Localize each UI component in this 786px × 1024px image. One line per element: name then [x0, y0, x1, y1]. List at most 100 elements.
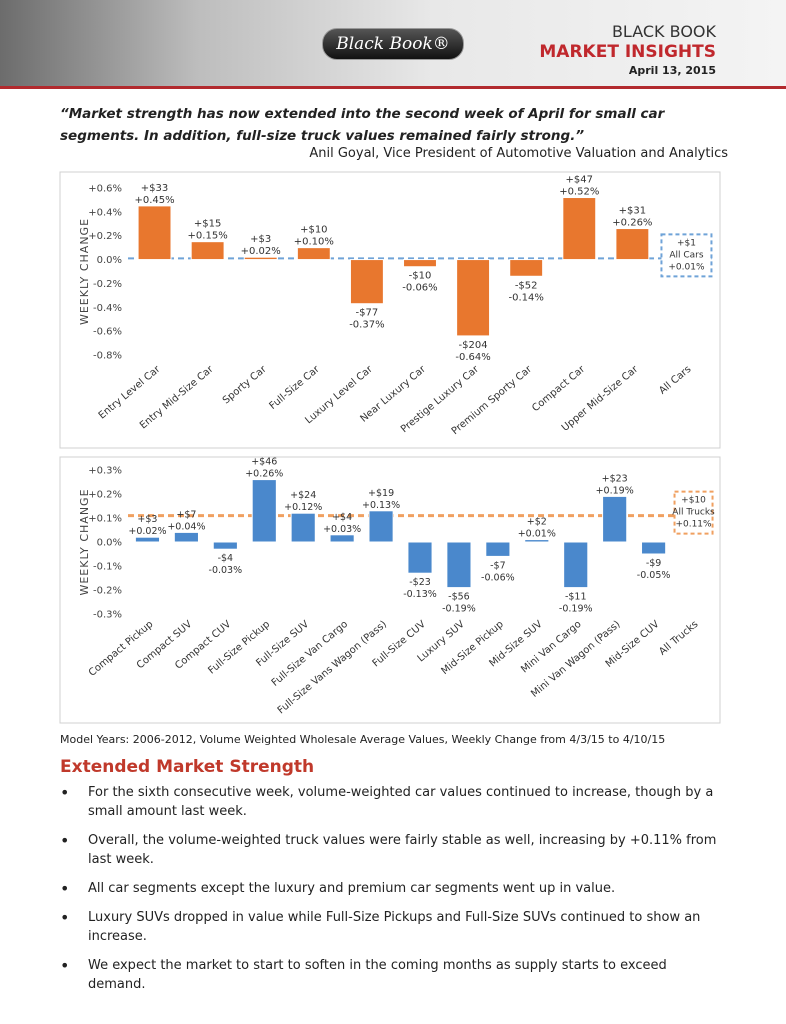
value-label: -0.19% — [442, 604, 476, 615]
dollar-label: +$46 — [251, 457, 277, 468]
bar — [641, 541, 667, 555]
logo: Black Book® — [322, 28, 464, 60]
y-axis-label: WEEKLY CHANGE — [78, 488, 91, 595]
bullet: We expect the market to start to soften … — [60, 956, 725, 994]
value-label: -0.05% — [637, 570, 671, 581]
dollar-label: +$1 — [677, 238, 696, 248]
dollar-label: +$7 — [176, 509, 196, 520]
value-label: +0.01% — [518, 529, 556, 540]
value-label: +0.04% — [167, 521, 205, 532]
bar — [349, 259, 384, 305]
bar — [251, 479, 277, 543]
bar — [190, 241, 225, 261]
dollar-label: +$15 — [194, 219, 221, 230]
value-label: -0.06% — [402, 283, 437, 294]
y-tick-label: +0.1% — [88, 514, 122, 525]
bar — [615, 228, 650, 261]
value-label: -0.64% — [455, 352, 490, 363]
dollar-label: -$4 — [218, 553, 234, 564]
dollar-label: +$10 — [681, 496, 706, 506]
value-label: +0.11% — [675, 520, 712, 530]
value-label: -0.14% — [508, 292, 543, 303]
bar — [137, 205, 172, 261]
value-label: +0.02% — [128, 526, 166, 537]
value-label: +0.13% — [362, 500, 400, 511]
dollar-label: -$23 — [409, 577, 431, 588]
bar — [509, 259, 544, 277]
y-tick-label: -0.2% — [93, 586, 122, 597]
bar — [602, 495, 628, 543]
dollar-label: +$24 — [290, 490, 316, 501]
value-label: -0.37% — [349, 320, 384, 331]
car-chart: WEEKLY CHANGE -0.8% -0.6% -0.4% -0.2% 0.0% +0.… — [59, 171, 721, 449]
y-tick-label: +0.3% — [88, 466, 122, 477]
bar — [563, 541, 589, 589]
value-label: +0.26% — [612, 218, 652, 229]
dollar-label: +$23 — [602, 473, 628, 484]
bar — [456, 259, 491, 337]
dollar-label: -$9 — [646, 558, 662, 569]
bar — [212, 541, 238, 550]
bar — [562, 197, 597, 261]
summary-name: All Cars — [669, 250, 704, 260]
bullet: For the sixth consecutive week, volume-w… — [60, 783, 725, 821]
value-label: +0.15% — [188, 231, 228, 242]
value-label: -0.03% — [209, 565, 243, 576]
brand: BLACK BOOK — [611, 22, 716, 41]
quote: “Market strength has now extended into t… — [60, 106, 665, 144]
summary-box — [660, 233, 713, 278]
dollar-label: +$33 — [141, 183, 168, 194]
dollar-label: +$4 — [332, 512, 352, 523]
y-tick-label: +0.4% — [88, 207, 122, 218]
header-title: MARKET INSIGHTS — [539, 42, 716, 62]
dollar-label: +$2 — [527, 517, 547, 528]
dollar-label: +$3 — [137, 514, 157, 525]
dollar-label: -$77 — [356, 308, 379, 319]
bullet: Overall, the volume-weighted truck value… — [60, 831, 725, 869]
value-label: -0.19% — [559, 604, 593, 615]
truck-chart: WEEKLY CHANGE -0.3% -0.2% -0.1% 0.0% +0.1% +0.… — [59, 456, 721, 724]
dollar-label: -$52 — [515, 280, 538, 291]
value-label: +0.10% — [294, 237, 334, 248]
y-axis-label: WEEKLY CHANGE — [78, 218, 91, 325]
summary-name: All Trucks — [672, 508, 715, 518]
dollar-label: +$19 — [368, 488, 394, 499]
attribution: Anil Goyal, Vice President of Automotive… — [309, 146, 728, 161]
bullet: Luxury SUVs dropped in value while Full-… — [60, 908, 725, 946]
bar — [290, 512, 316, 543]
dollar-label: -$10 — [409, 271, 432, 282]
dollar-label: -$7 — [490, 560, 506, 571]
value-label: -0.13% — [403, 589, 437, 600]
y-tick-label: +0.2% — [88, 490, 122, 501]
dollar-label: +$31 — [619, 206, 646, 217]
bar — [368, 510, 394, 543]
y-tick-label: -0.4% — [93, 303, 122, 314]
dollar-label: +$47 — [566, 175, 593, 186]
y-tick-label: -0.3% — [93, 610, 122, 621]
bar — [173, 531, 199, 543]
bar — [296, 247, 331, 261]
bar — [446, 541, 472, 589]
bar — [403, 259, 437, 268]
bar — [485, 541, 511, 557]
value-label: +0.02% — [241, 246, 281, 257]
y-tick-label: 0.0% — [97, 255, 122, 266]
header-rule — [0, 86, 786, 89]
dollar-label: +$10 — [300, 225, 327, 236]
value-label: +0.01% — [668, 262, 705, 272]
bar — [407, 541, 433, 574]
y-tick-label: -0.6% — [93, 327, 122, 338]
dollar-label: -$204 — [459, 340, 488, 351]
value-label: +0.03% — [323, 524, 361, 535]
value-label: +0.19% — [596, 485, 634, 496]
bullet-list: For the sixth consecutive week, volume-w… — [60, 783, 725, 1004]
value-label: +0.45% — [134, 195, 174, 206]
y-tick-label: 0.0% — [97, 538, 122, 549]
footnote: Model Years: 2006-2012, Volume Weighted … — [60, 733, 666, 746]
y-tick-label: +0.6% — [88, 184, 122, 195]
y-tick-label: -0.8% — [93, 351, 122, 362]
value-label: +0.52% — [559, 187, 599, 198]
y-tick-label: +0.2% — [88, 231, 122, 242]
bullet: All car segments except the luxury and p… — [60, 879, 725, 898]
